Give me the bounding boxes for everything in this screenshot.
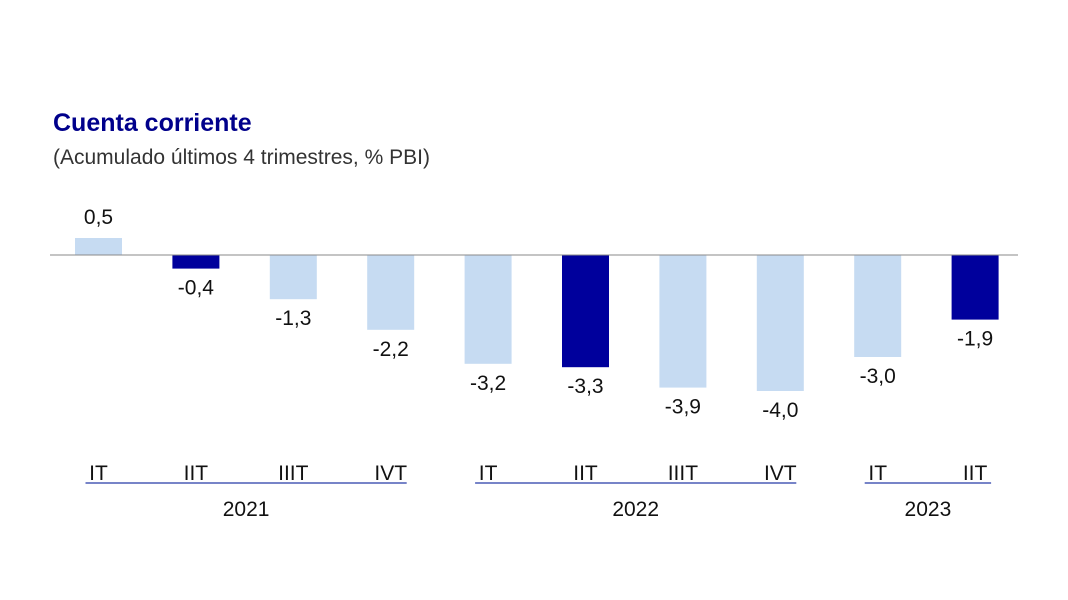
value-label-2: -1,3 [275,307,311,330]
tick-label-4: IT [479,462,498,485]
tick-label-9: IIT [963,462,988,485]
value-label-5: -3,3 [567,375,603,398]
bar-9 [951,255,999,320]
value-label-0: 0,5 [84,206,113,229]
bar-3 [367,255,415,330]
bar-7 [756,255,804,391]
value-label-8: -3,0 [860,365,896,388]
tick-label-8: IT [868,462,887,485]
year-label-2021: 2021 [223,498,270,521]
value-label-4: -3,2 [470,372,506,395]
tick-label-6: IIIT [668,462,699,485]
tick-label-7: IVT [764,462,797,485]
year-group-labels: 2021 2022 2023 [223,498,952,521]
bar-1 [172,255,220,269]
tick-label-2: IIIT [278,462,309,485]
bar-4 [464,255,512,364]
value-labels-layer: 0,5 -0,4 -1,3 -2,2 -3,2 -3,3 -3,9 -4,0 -3,0 -1,9 [84,206,993,422]
category-tick-labels: IT IIT IIIT IVT IT IIT IIIT IVT IT IIT [89,462,987,485]
chart-title: Cuenta corriente [53,109,252,137]
year-label-2023: 2023 [905,498,952,521]
value-label-3: -2,2 [373,338,409,361]
tick-label-0: IT [89,462,108,485]
bar-0 [75,238,122,255]
chart-subtitle: (Acumulado últimos 4 trimestres, % PBI) [53,146,430,169]
bar-6 [659,255,707,388]
bar-8 [854,255,902,357]
bar-5 [562,255,609,368]
tick-label-5: IIT [573,462,598,485]
tick-label-1: IIT [184,462,209,485]
value-label-6: -3,9 [665,396,701,419]
bars-layer [75,238,999,391]
value-label-7: -4,0 [762,399,798,422]
value-label-9: -1,9 [957,328,993,351]
bar-2 [269,255,317,300]
tick-label-3: IVT [374,462,407,485]
year-label-2022: 2022 [612,498,659,521]
value-label-1: -0,4 [178,277,215,300]
